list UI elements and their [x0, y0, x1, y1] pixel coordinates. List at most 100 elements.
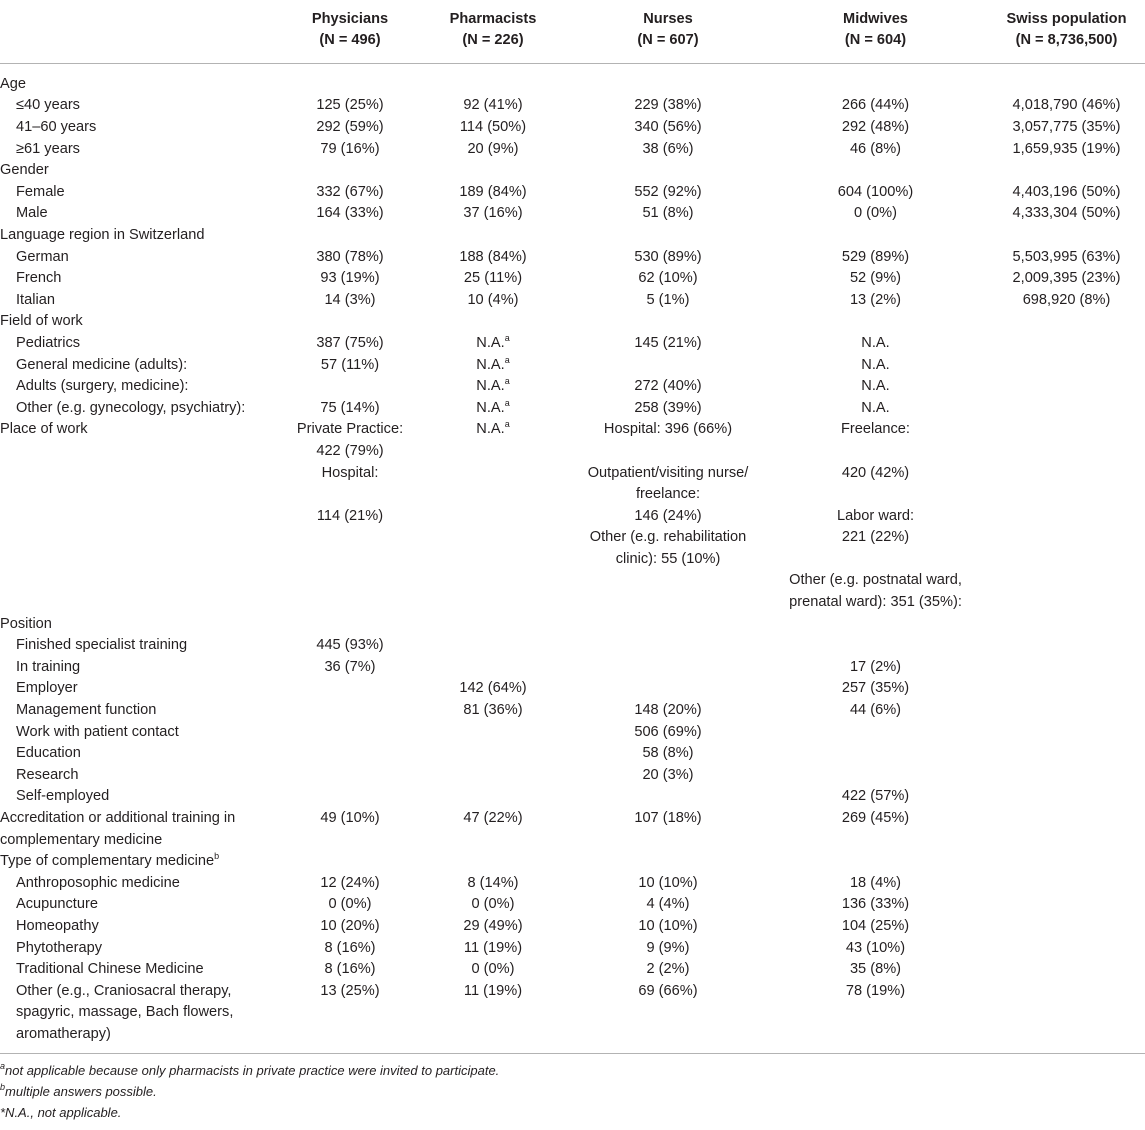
table-row: Research 20 (3%)	[0, 765, 1145, 787]
row-label-line: In training	[16, 658, 81, 675]
cell-midwives: 78 (19%)	[763, 980, 988, 1054]
row-label: Traditional Chinese Medicine	[0, 959, 287, 981]
cell-line: N.A.a	[476, 419, 510, 438]
cell-line: 269 (45%)	[841, 810, 910, 826]
row-label-line: Gender	[0, 162, 49, 179]
header-count: (N = 607)	[637, 32, 699, 49]
row-label: Phytotherapy	[0, 938, 287, 960]
cell-pharmacists	[413, 311, 573, 333]
row-label-line: Finished specialist training	[16, 637, 188, 654]
row-label: Anthroposophic medicine	[0, 873, 287, 895]
row-label-line: Type of complementary medicineb	[0, 851, 220, 870]
cell-nurses: 62 (10%)	[573, 268, 763, 290]
cell-swiss-population	[988, 938, 1145, 960]
cell-line: 18 (4%)	[849, 874, 902, 891]
row-label: German	[0, 247, 287, 269]
table-row: General medicine (adults): 57 (11%) N.A.a N…	[0, 355, 1145, 377]
cell-midwives: 266 (44%)	[763, 95, 988, 117]
cell-line: N.A.a	[476, 376, 510, 395]
cell-swiss-population: 2,009,395 (23%)	[988, 268, 1145, 290]
cell-line: 81 (36%)	[463, 702, 523, 719]
cell-midwives	[763, 851, 988, 873]
cell-physicians: 57 (11%)	[287, 355, 413, 377]
row-label: Homeopathy	[0, 916, 287, 938]
row-label: Female	[0, 182, 287, 204]
row-label-line: Other (e.g., Craniosacral therapy,	[16, 982, 232, 999]
cell-line: 51 (8%)	[642, 205, 694, 222]
cell-line: 529 (89%)	[841, 248, 910, 265]
cell-line: 13 (25%)	[320, 982, 380, 999]
cell-swiss-population	[988, 419, 1145, 613]
table-row: Anthroposophic medicine 12 (24%) 8 (14%) 10…	[0, 873, 1145, 895]
cell-line: 164 (33%)	[316, 205, 384, 222]
cell-line: 10 (20%)	[320, 917, 380, 934]
row-label-line: Language region in Switzerland	[0, 226, 205, 243]
cell-swiss-population	[988, 851, 1145, 873]
cell-physicians: 164 (33%)	[287, 203, 413, 225]
cell-pharmacists	[413, 657, 573, 679]
footnote-mark: a	[0, 1060, 6, 1071]
row-label: Age	[0, 63, 287, 95]
cell-swiss-population	[988, 657, 1145, 679]
cell-line: 17 (2%)	[849, 658, 902, 675]
table-section-row: Type of complementary medicineb	[0, 851, 1145, 873]
footnote-marker: a	[504, 397, 510, 408]
cell-swiss-population	[988, 311, 1145, 333]
cell-line: Labor ward:	[836, 507, 915, 524]
row-label: Gender	[0, 160, 287, 182]
cell-pharmacists	[413, 722, 573, 744]
demographics-table: Physicians (N = 496) Pharmacists (N = 22…	[0, 0, 1145, 1054]
cell-swiss-population	[988, 722, 1145, 744]
header-label-column	[0, 0, 287, 64]
row-label: Adults (surgery, medicine):	[0, 376, 287, 398]
cell-line: 221 (22%)	[841, 529, 910, 546]
table-row: Education 58 (8%)	[0, 743, 1145, 765]
cell-swiss-population	[988, 873, 1145, 895]
cell-line: 0 (0%)	[471, 896, 515, 913]
cell-line: Other (e.g. postnatal ward,	[789, 572, 962, 589]
cell-line: 445 (93%)	[316, 637, 384, 654]
cell-nurses: 145 (21%)	[573, 333, 763, 355]
cell-nurses: 530 (89%)	[573, 247, 763, 269]
cell-line: 552 (92%)	[634, 183, 702, 200]
row-label-line: Position	[0, 615, 52, 632]
cell-physicians: 445 (93%)	[287, 635, 413, 657]
cell-line: 340 (56%)	[634, 119, 702, 135]
table-row: Italian 14 (3%) 10 (4%) 5 (1%) 13 (2%) 698,92…	[0, 290, 1145, 312]
cell-midwives: 44 (6%)	[763, 700, 988, 722]
cell-pharmacists: 11 (19%)	[413, 938, 573, 960]
cell-line: N.A.	[861, 399, 890, 416]
cell-line: 93 (19%)	[320, 270, 380, 287]
cell-pharmacists	[413, 851, 573, 873]
cell-nurses: 38 (6%)	[573, 139, 763, 161]
row-label: Language region in Switzerland	[0, 225, 287, 247]
cell-line: 52 (9%)	[849, 270, 902, 287]
row-label-line: Traditional Chinese Medicine	[16, 961, 204, 978]
cell-line: Freelance:	[841, 421, 910, 438]
cell-swiss-population	[988, 355, 1145, 377]
cell-midwives: N.A.	[763, 355, 988, 377]
row-label: Italian	[0, 290, 287, 312]
cell-pharmacists: 25 (11%)	[413, 268, 573, 290]
header-count: (N = 226)	[462, 32, 524, 49]
cell-line: clinic): 55 (10%)	[615, 550, 721, 567]
cell-physicians	[287, 765, 413, 787]
cell-line: 43 (10%)	[845, 939, 906, 956]
table-row: Employer 142 (64%) 257 (35%)	[0, 678, 1145, 700]
cell-nurses	[573, 225, 763, 247]
row-label: Management function	[0, 700, 287, 722]
header-name: Swiss population	[1006, 11, 1127, 27]
cell-nurses	[573, 786, 763, 808]
cell-line: Other (e.g. rehabilitation	[589, 529, 747, 546]
row-label-line: Self-employed	[16, 788, 110, 805]
cell-physicians	[287, 311, 413, 333]
cell-swiss-population: 5,503,995 (63%)	[988, 247, 1145, 269]
cell-physicians: Private Practice: 422 (79%) Hospital: 114 …	[287, 419, 413, 613]
cell-line: 2 (2%)	[646, 961, 690, 978]
cell-line: 11 (19%)	[463, 982, 523, 999]
cell-midwives	[763, 160, 988, 182]
cell-line	[763, 441, 988, 463]
cell-midwives	[763, 225, 988, 247]
cell-pharmacists: 10 (4%)	[413, 290, 573, 312]
cell-pharmacists	[413, 786, 573, 808]
